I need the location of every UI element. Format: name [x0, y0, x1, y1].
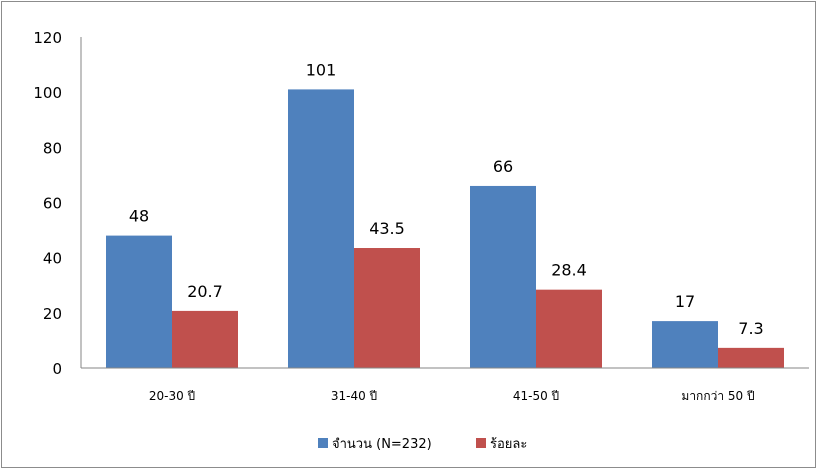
- x-axis: 20-30 ปี 31-40 ปี 41-50 ปี มากกว่า 50 ปี: [81, 367, 809, 403]
- x-tick-label: มากกว่า 50 ปี: [681, 389, 754, 403]
- legend-swatch-count: [318, 438, 328, 448]
- legend-swatch-percent: [476, 438, 486, 448]
- y-tick-label: 120: [33, 29, 62, 47]
- bar-percent-1: [172, 310, 238, 368]
- data-label: 43.5: [369, 219, 405, 238]
- bars: [106, 89, 784, 369]
- x-tick-label: 20-30 ปี: [149, 389, 195, 403]
- data-label: 28.4: [551, 261, 587, 280]
- legend-label-count: จำนวน (N=232): [332, 437, 432, 452]
- bar-count-4: [652, 321, 718, 368]
- data-label: 66: [493, 157, 513, 176]
- data-label: 7.3: [738, 319, 763, 338]
- y-tick-label: 100: [33, 84, 62, 102]
- bar-count-1: [106, 235, 172, 368]
- x-tick-label: 31-40 ปี: [331, 389, 377, 403]
- bar-count-3: [470, 185, 536, 368]
- bar-count-2: [288, 89, 354, 369]
- legend-label-percent: ร้อยละ: [490, 437, 527, 452]
- data-labels: 48 20.7 101 43.5 66 28.4 17 7.3: [129, 60, 764, 337]
- y-tick-label: 40: [43, 250, 62, 268]
- y-tick-label: 0: [52, 360, 62, 378]
- bar-percent-4: [718, 347, 784, 368]
- y-tick-label: 20: [43, 305, 62, 323]
- y-tick-label: 60: [43, 195, 62, 213]
- data-label: 48: [129, 207, 149, 226]
- bar-percent-3: [536, 289, 602, 368]
- legend: จำนวน (N=232) ร้อยละ: [318, 437, 527, 452]
- data-label: 20.7: [187, 282, 223, 301]
- y-tick-label: 80: [43, 139, 62, 157]
- data-label: 17: [675, 292, 695, 311]
- y-axis: 0 20 40 60 80 100 120: [33, 29, 82, 378]
- data-label: 101: [306, 60, 337, 79]
- x-tick-label: 41-50 ปี: [513, 389, 559, 403]
- bar-percent-2: [354, 248, 420, 368]
